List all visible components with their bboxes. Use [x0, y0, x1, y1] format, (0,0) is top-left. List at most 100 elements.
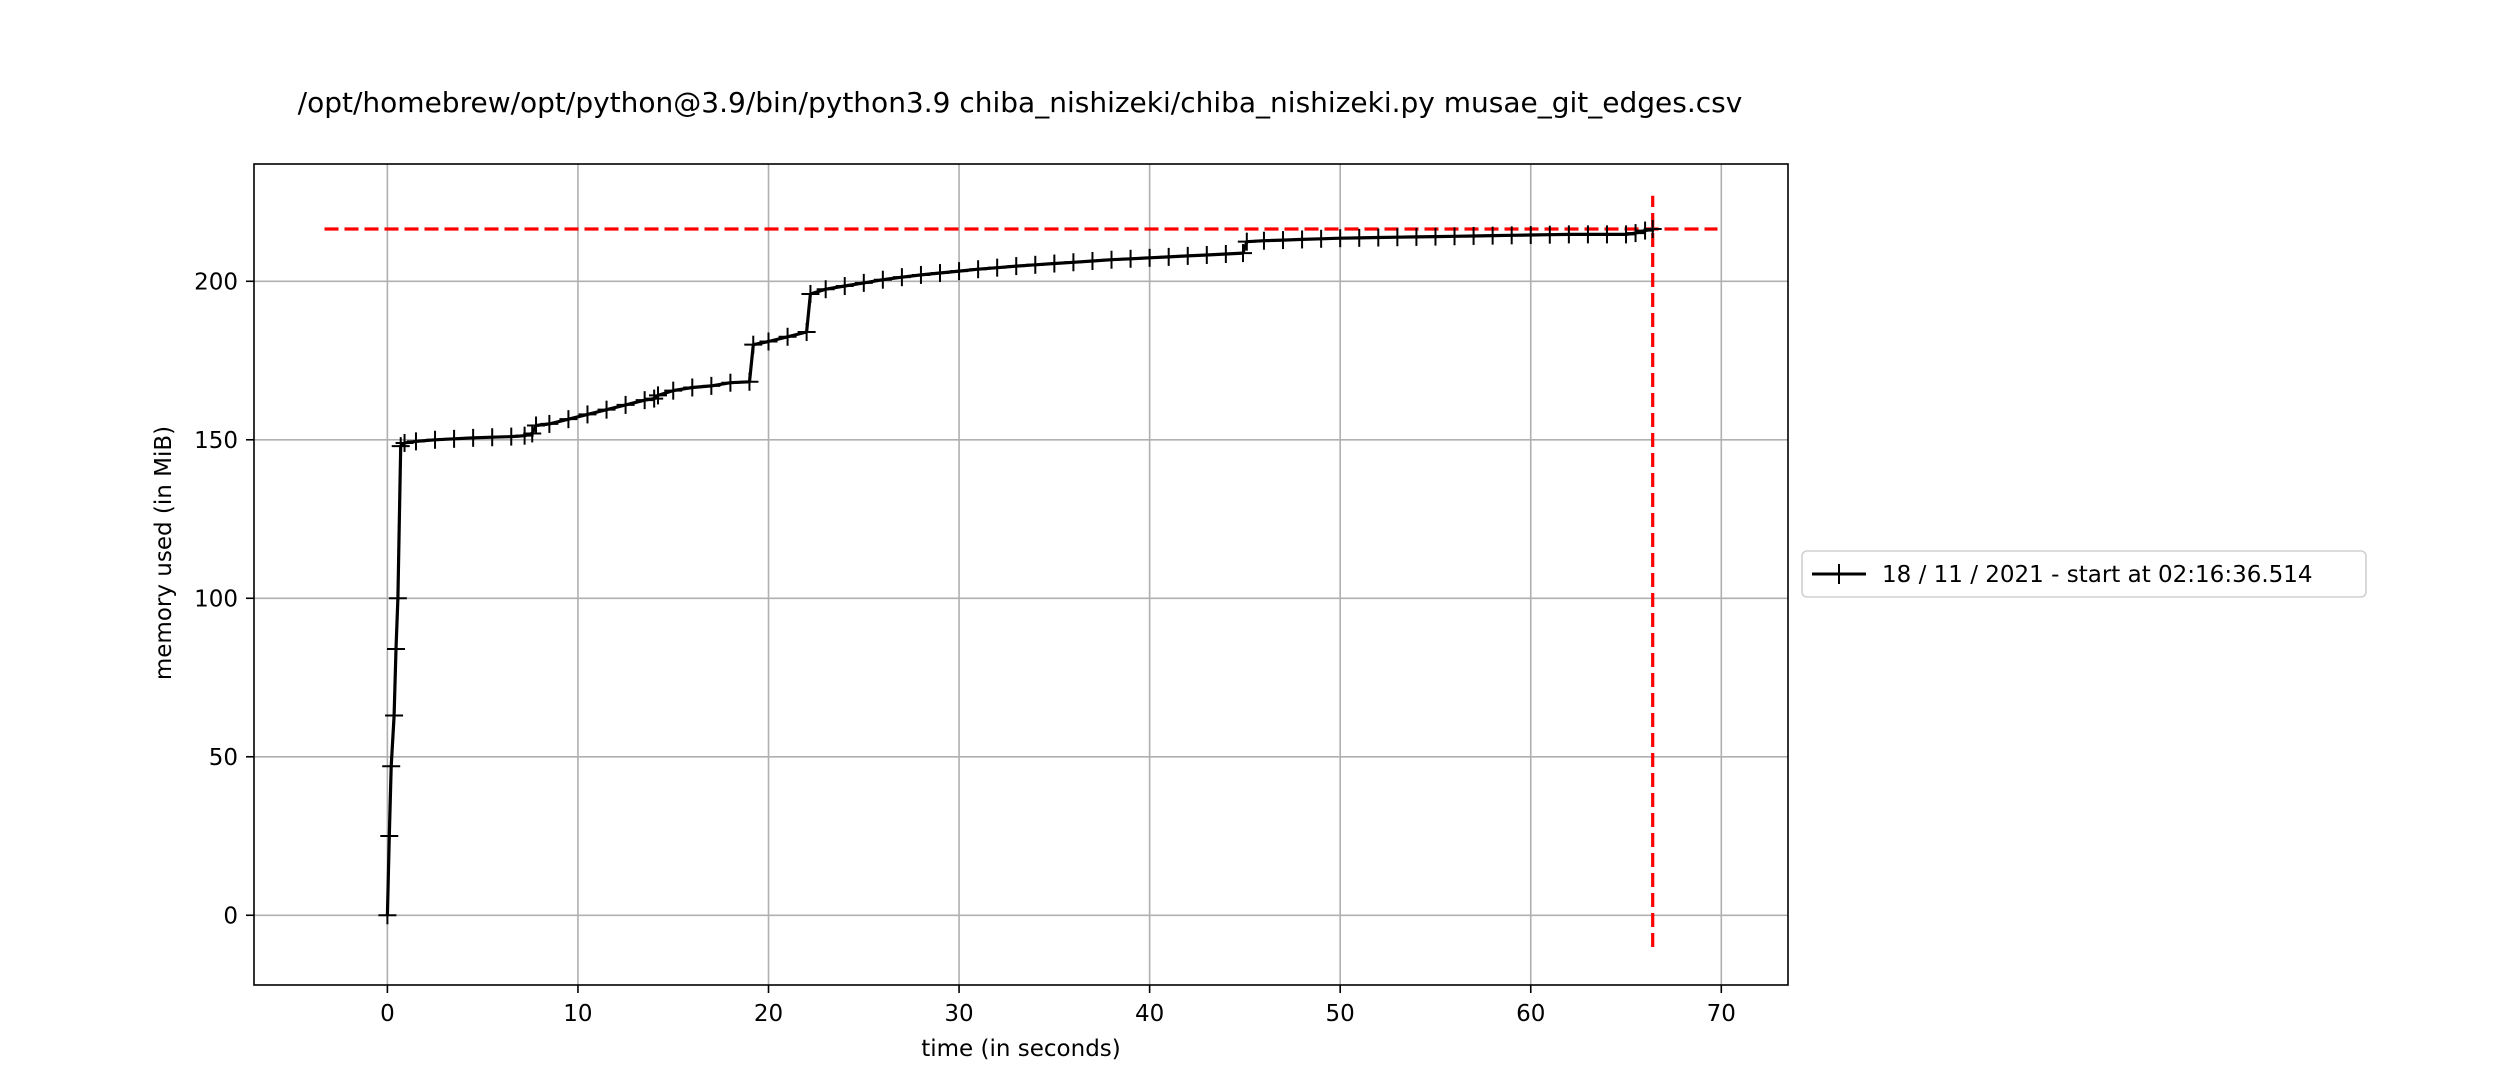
data-point	[1331, 229, 1350, 248]
grid	[254, 164, 1788, 985]
data-point	[759, 332, 778, 351]
y-tick-label: 50	[209, 745, 238, 771]
data-point	[1350, 228, 1369, 247]
data-point	[380, 827, 399, 846]
data-point	[483, 428, 502, 447]
data-point	[1521, 226, 1540, 245]
y-axis-label: memory used (in MiB)	[151, 426, 177, 680]
legend-frame	[1801, 550, 2367, 598]
data-point	[527, 416, 546, 435]
data-point	[1293, 230, 1312, 249]
data-point	[597, 400, 616, 419]
x-tick-label: 70	[1707, 1001, 1736, 1027]
data-point	[969, 260, 988, 279]
data-point	[778, 327, 797, 346]
data-point	[1540, 225, 1559, 244]
x-axis-label: time (in seconds)	[921, 1036, 1121, 1062]
x-tick-label: 60	[1516, 1001, 1545, 1027]
data-point	[1026, 255, 1045, 274]
data-point	[635, 391, 654, 410]
data-point	[1643, 219, 1662, 238]
data-point	[1464, 226, 1483, 245]
data-point	[1121, 249, 1140, 268]
data-point	[1102, 250, 1121, 269]
data-point	[801, 284, 820, 303]
data-point	[1617, 225, 1636, 244]
plot-area-frame	[253, 163, 1789, 986]
data-point	[426, 430, 445, 449]
data-point	[721, 373, 740, 392]
data-point	[1312, 229, 1331, 248]
data-point	[835, 277, 854, 296]
data-point	[911, 265, 930, 284]
data-point	[391, 437, 410, 456]
data-point	[1083, 251, 1102, 270]
y-tick-label: 100	[194, 586, 238, 612]
data-point	[816, 280, 835, 299]
data-point	[406, 432, 425, 451]
data-point	[386, 639, 405, 658]
x-tick-label: 0	[380, 1001, 395, 1027]
x-tick-label: 40	[1135, 1001, 1164, 1027]
data-point	[1140, 248, 1159, 267]
data-point	[616, 395, 635, 414]
data-point	[378, 906, 397, 925]
x-axis-ticks: 0 10 20 30 40 50 60 70	[380, 985, 1736, 1027]
data-point	[950, 262, 969, 281]
data-point	[1578, 225, 1597, 244]
data-point	[1626, 224, 1645, 243]
data-point	[1445, 227, 1464, 246]
data-point	[1483, 226, 1502, 245]
data-point	[1274, 231, 1293, 250]
data-point	[464, 428, 483, 447]
data-point	[1159, 247, 1178, 266]
data-point	[797, 323, 816, 342]
data-point	[1234, 244, 1253, 263]
data-point	[892, 268, 911, 287]
data-point	[382, 757, 401, 776]
data-point	[740, 372, 759, 391]
data-point	[395, 433, 414, 452]
data-point	[559, 410, 578, 429]
x-tick-label: 20	[754, 1001, 783, 1027]
data-point	[1254, 231, 1273, 250]
data-point	[645, 389, 664, 408]
y-tick-label: 200	[194, 269, 238, 295]
data-point	[1197, 245, 1216, 264]
data-point	[744, 335, 763, 354]
data-point	[1597, 225, 1616, 244]
x-tick-label: 10	[563, 1001, 592, 1027]
data-point	[540, 414, 559, 433]
data-point	[702, 376, 721, 395]
data-point	[1502, 226, 1521, 245]
data-point	[1237, 232, 1256, 251]
data-point	[515, 426, 534, 445]
data-point	[1045, 254, 1064, 273]
data-point	[1369, 228, 1388, 247]
data-point	[1636, 221, 1655, 240]
data-point	[854, 273, 873, 292]
y-axis-ticks: 0 50 100 150 200	[194, 269, 254, 929]
legend: 18 / 11 / 2021 - start at 02:16:36.514	[1801, 550, 2367, 598]
data-point	[1407, 227, 1426, 246]
data-point	[385, 706, 404, 725]
data-point	[1388, 228, 1407, 247]
x-tick-label: 30	[944, 1001, 973, 1027]
y-tick-label: 150	[194, 428, 238, 454]
x-tick-label: 50	[1326, 1001, 1355, 1027]
data-point	[931, 264, 950, 283]
data-point	[988, 258, 1007, 277]
chart-title: /opt/homebrew/opt/python@3.9/bin/python3…	[298, 86, 1743, 119]
data-point	[683, 378, 702, 397]
data-point	[664, 381, 683, 400]
reference-lines	[324, 195, 1718, 947]
data-point	[1426, 227, 1445, 246]
legend-entry-label: 18 / 11 / 2021 - start at 02:16:36.514	[1882, 562, 2313, 588]
data-point	[1178, 246, 1197, 265]
data-point	[873, 270, 892, 289]
data-point	[388, 589, 407, 608]
data-point	[578, 405, 597, 424]
y-tick-label: 0	[223, 903, 238, 929]
